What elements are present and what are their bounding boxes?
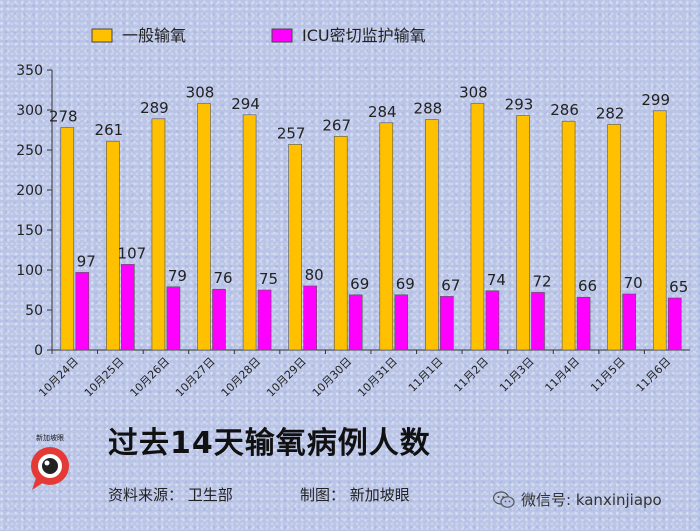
bar-series1 [379,122,394,351]
data-label-series1: 308 [186,84,215,102]
data-label-series2: 74 [487,271,506,289]
bar-series1 [470,103,485,351]
data-label-series1: 288 [414,100,443,118]
chart-title: 过去14天输氧病例人数 [108,426,431,461]
data-label-series2: 80 [305,266,324,284]
legend-label-series1: 一般输氧 [122,26,186,45]
x-tick-label: 10月28日 [219,355,264,400]
credit-text: 制图： 新加坡眼 [300,486,410,504]
data-label-series1: 289 [140,99,169,117]
wechat-label: 微信号: kanxinjiapo [521,491,662,509]
x-axis-labels: 10月24日 10月25日 10月26日 10月27日 10月28日 10月29日 10月3… [36,355,673,400]
bar-series2 [531,292,545,351]
data-label-series1: 257 [277,124,306,142]
bar-series1 [288,144,302,351]
data-label-series1: 286 [550,101,579,119]
legend-swatch-series1 [91,28,113,43]
x-tick-label: 10月31日 [355,355,400,400]
data-label-series2: 69 [350,275,369,293]
data-label-series2: 75 [259,270,278,288]
bar-series2 [485,290,500,351]
legend-swatch-series2 [271,28,293,43]
data-label-series2: 76 [213,269,232,287]
bar-series1 [652,110,667,351]
x-tick-label: 11月4日 [543,355,583,395]
data-label-series2: 66 [578,277,597,295]
bar-series1 [242,114,257,351]
bar-series2 [348,294,363,351]
bars [60,103,682,351]
bar-series1 [607,124,621,351]
x-tick-label: 11月2日 [451,355,491,395]
x-tick-label: 10月27日 [173,355,218,400]
data-label-series1: 293 [505,96,534,114]
y-tick-label: 300 [16,103,43,119]
x-tick-label: 11月1日 [406,355,446,395]
bar-series2 [394,294,409,351]
y-tick-label: 150 [16,223,43,239]
bar-series2 [303,285,317,351]
x-tick-label: 11月6日 [634,355,674,395]
data-label-series2: 65 [669,278,688,296]
x-tick-label: 11月5日 [588,355,628,395]
bar-series1 [106,140,120,351]
data-label-series1: 261 [95,121,124,139]
x-tick-label: 10月26日 [128,355,173,400]
y-tick-label: 0 [34,343,43,359]
bar-series1 [561,120,576,351]
bar-series2 [166,286,181,351]
bar-series2 [212,288,226,351]
x-tick-label: 11月3日 [497,355,537,395]
data-label-series1: 284 [368,103,397,121]
source-text: 资料来源： 卫生部 [108,486,233,504]
wechat-icon [493,490,515,508]
bar-series1 [151,118,166,351]
bar-series1 [333,136,348,351]
wechat-id: 微信号: kanxinjiapo [493,489,662,510]
y-tick-label: 50 [25,303,43,319]
logo-text: 新加坡眼 [36,433,64,442]
bar-series2 [576,296,591,351]
y-tick-label: 250 [16,143,43,159]
x-tick-label: 10月29日 [264,355,309,400]
y-tick-label: 200 [16,183,43,199]
logo: 新加坡眼 [31,433,69,490]
data-labels: 278 97 261 107 289 79 308 76 294 75 257 80 267 69 284 6… [49,84,688,296]
bar-series2 [121,264,135,351]
x-tick-label: 10月24日 [36,355,81,400]
y-tick-label: 100 [16,263,43,279]
data-label-series2: 97 [77,252,96,270]
data-label-series1: 267 [322,116,351,134]
bar-series2 [440,296,454,351]
bar-series2 [667,297,682,351]
y-tick-label: 350 [16,63,43,79]
data-label-series2: 107 [118,244,147,262]
data-label-series1: 299 [641,91,670,109]
bar-series2 [75,272,90,351]
data-label-series2: 69 [396,275,415,293]
bar-series2 [622,293,636,351]
data-label-series1: 278 [49,108,78,126]
x-tick-label: 10月30日 [310,355,355,400]
bar-series1 [516,115,530,351]
data-label-series2: 70 [624,274,643,292]
legend-label-series2: ICU密切监护输氧 [302,26,426,45]
x-tick-label: 10月25日 [82,355,127,400]
bar-series1 [60,127,75,351]
data-label-series2: 79 [168,267,187,285]
bar-series1 [197,103,211,351]
data-label-series2: 72 [532,272,551,290]
bar-series1 [425,119,439,351]
data-label-series2: 67 [441,276,460,294]
data-label-series1: 294 [231,95,260,113]
data-label-series1: 282 [596,104,625,122]
bar-series2 [257,289,272,351]
data-label-series1: 308 [459,84,488,102]
